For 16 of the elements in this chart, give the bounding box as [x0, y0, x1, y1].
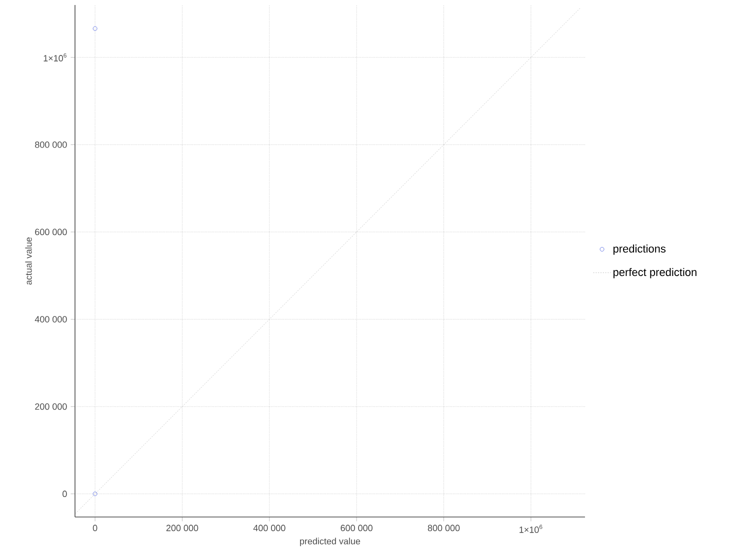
- x-tick-label: 600 000: [340, 524, 372, 532]
- y-tick-label: 1×10$^{6}$: [44, 53, 66, 62]
- legend-label: predictions: [613, 244, 666, 255]
- x-tick-label: 1×10$^{6}$: [520, 524, 542, 533]
- y-tick-label: 0: [62, 490, 67, 498]
- x-tick-label: 200 000: [166, 524, 198, 532]
- x-tick-label: 800 000: [428, 524, 460, 532]
- x-tick-label: 0: [92, 524, 98, 532]
- y-tick-label: 800 000: [35, 141, 67, 148]
- y-tick-label: 600 000: [35, 228, 67, 236]
- x-axis-title: predicted value: [300, 538, 360, 546]
- y-tick-label: 400 000: [34, 316, 67, 322]
- y-axis-title: actual value: [25, 237, 32, 285]
- legend-label: perfect prediction: [613, 268, 696, 278]
- x-tick-label: 400 000: [253, 524, 286, 532]
- y-tick-label: 200 000: [35, 403, 67, 410]
